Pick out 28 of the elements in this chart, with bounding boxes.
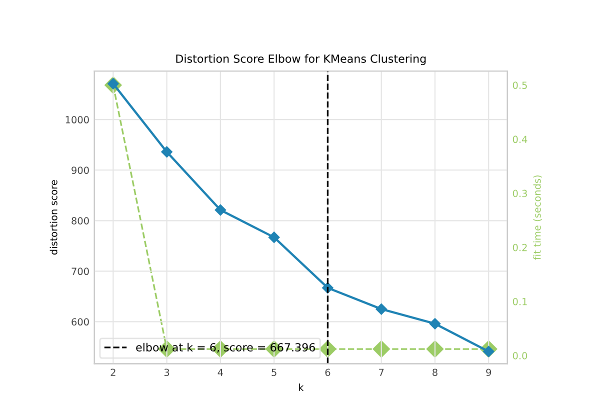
x-tick-label: 6 [325,368,330,376]
x-tick-label: 4 [218,368,223,376]
point [376,303,387,315]
y-tick-label: 600 [72,318,89,326]
y-tick-label: 800 [72,217,89,224]
x-tick-label: 8 [432,368,438,376]
x-tick-label: 7 [379,368,384,376]
y-tick-label: 1000 [66,116,89,124]
chart-title: Distortion Score Elbow for KMeans Clustering [176,54,426,66]
y-tick-label: 700 [72,268,89,276]
point [429,318,441,330]
y2-axis-title: fit time (seconds) [533,175,542,260]
x-tick-label: 5 [272,368,276,376]
y2-tick-label: 0.4 [512,136,528,144]
y2-tick-label: 0.0 [512,352,528,360]
x-axis-title: k [298,383,304,391]
y2-tick-label: 0.2 [512,244,527,252]
x-tick-label: 9 [486,368,492,376]
y-tick-label: 900 [72,166,89,174]
y2-tick-label: 0.1 [512,298,527,306]
point [268,232,280,243]
x-tick-label: 3 [164,368,170,376]
x-tick-label: 2 [110,368,116,376]
y-axis-title: distortion score [50,180,58,255]
point [214,204,226,216]
point [161,146,172,158]
y2-tick-label: 0.5 [512,82,527,89]
y2-tick-label: 0.3 [512,190,527,198]
